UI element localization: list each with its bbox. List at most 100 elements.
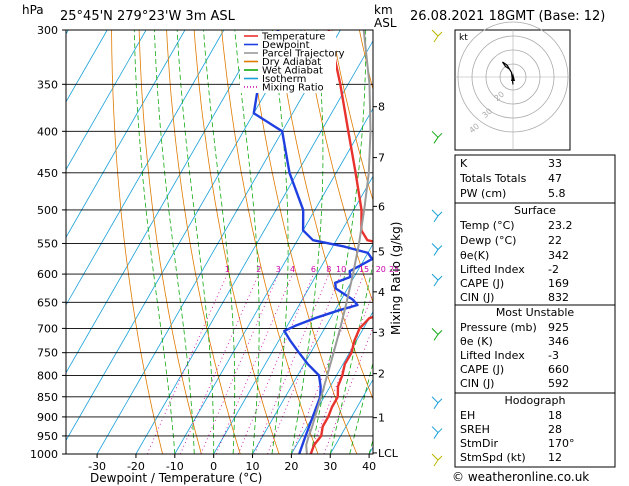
index-label: PW (cm) (460, 187, 506, 200)
hodograph-unit: kt (459, 33, 468, 43)
height-tick-label: LCL (378, 447, 399, 460)
isotherm-line (329, 378, 373, 454)
pressure-tick-label: 500 (37, 204, 58, 217)
legend-label: Dewpoint (262, 40, 310, 51)
temperature-axis: -30 -20 -10 0 10 20 30 40 (88, 454, 376, 473)
parcel-trajectory-line (305, 30, 372, 454)
index-value: 47 (548, 172, 562, 185)
index-value: 169 (548, 277, 569, 290)
temperature-tick-label: 30 (323, 460, 337, 473)
isotherm-line (66, 30, 69, 35)
temperature-tick-label: -20 (127, 460, 145, 473)
pressure-tick-label: 350 (37, 78, 58, 91)
index-label: Dewp (°C) (460, 234, 516, 247)
section-header-hodograph: Hodograph (505, 394, 566, 407)
x-axis-label: Dewpoint / Temperature (°C) (90, 471, 262, 485)
index-label: K (460, 157, 468, 170)
mixing-ratio-axis-label: Mixing Ratio (g/kg) (389, 222, 403, 335)
plot-area (0, 30, 373, 454)
mixing-ratio-label: 20 (376, 265, 386, 274)
pressure-unit-label: hPa (22, 3, 44, 17)
wet-adiabat-line (203, 30, 236, 454)
temperature-tick-label: 40 (362, 460, 376, 473)
index-label: StmSpd (kt) (460, 451, 526, 464)
isotherm-line (66, 30, 108, 103)
index-label: Lifted Index (460, 349, 525, 362)
sounding-series (252, 30, 373, 454)
height-tick-label: 8 (378, 101, 385, 114)
pressure-tick-label: 550 (37, 237, 58, 250)
legend-label: Temperature (261, 32, 325, 43)
mixing-ratio-line (215, 273, 293, 454)
isotherms (0, 30, 373, 454)
height-tick-label: 3 (378, 326, 385, 339)
pressure-tick-label: 850 (37, 391, 58, 404)
wind-barb (431, 29, 443, 43)
height-tick-label: 5 (378, 246, 385, 259)
mixing-ratio-label: 4 (290, 265, 295, 274)
wet-adiabat-line (234, 30, 260, 454)
height-tick-label: 6 (378, 200, 385, 213)
dry-adiabat-line (193, 30, 280, 454)
isotherm-line (291, 310, 373, 454)
height-tick-label: 1 (378, 412, 385, 425)
index-label: StmDir (460, 437, 499, 450)
legend-label: Parcel Trajectory (262, 49, 345, 60)
index-label: Pressure (mb) (460, 321, 537, 334)
mixing-ratio-line (179, 273, 260, 454)
pressure-tick-label: 950 (37, 430, 58, 443)
index-label: Temp (°C) (459, 219, 515, 232)
height-tick-label: 7 (378, 152, 385, 165)
isotherm-line (213, 175, 373, 454)
mixing-ratio-label: 25 (389, 265, 399, 274)
wind-barb (431, 273, 443, 287)
mixing-ratio-label: 3 (276, 265, 281, 274)
indices-panel: Surface Most Unstable Hodograph K 33 Tot… (454, 154, 616, 468)
temperature-tick-label: 10 (246, 460, 260, 473)
index-label: θe (K) (460, 335, 493, 348)
mixing-ratio-label: 1 (225, 265, 230, 274)
index-value: 12 (548, 451, 562, 464)
surface-rows: Temp (°C) 23.2 Dewp (°C) 22 θe(K) 342 Li… (459, 219, 573, 304)
isotherm-line (66, 30, 225, 306)
mixing-ratio-label: 10 (336, 265, 346, 274)
legend-label: Wet Adiabat (262, 66, 323, 77)
wind-barb (431, 328, 443, 341)
index-value: 22 (548, 234, 562, 247)
wind-barb (431, 243, 443, 256)
wind-barb (431, 130, 443, 144)
wet-adiabat-line (133, 30, 176, 454)
wet-adiabat-line (271, 30, 289, 454)
index-value: 23.2 (548, 219, 573, 232)
pressure-tick-label: 1000 (30, 448, 58, 461)
isotherm-line (0, 30, 29, 454)
dry-adiabat-line (331, 30, 373, 202)
index-value: 592 (548, 377, 569, 390)
isotherm-line (66, 30, 264, 374)
mixing-ratio-label: 6 (311, 265, 316, 274)
mixing-ratio-labels: 1 2 3 4 6 8 10 15 20 25 (225, 265, 399, 274)
pressure-axis: 300 350 400 450 500 550 600 650 700 750 800 850 900 9… (30, 24, 66, 461)
index-value: 170° (548, 437, 575, 450)
wind-barb (431, 396, 443, 410)
section-header-surface: Surface (514, 204, 556, 217)
index-value: 832 (548, 291, 569, 304)
index-label: CIN (J) (460, 291, 494, 304)
storm-motion-marker (511, 73, 515, 81)
temperature-tick-label: 0 (210, 460, 217, 473)
plot-frame (65, 29, 374, 455)
pressure-tick-label: 750 (37, 347, 58, 360)
index-value: 33 (548, 157, 562, 170)
index-label: SREH (460, 423, 490, 436)
index-value: 18 (548, 409, 562, 422)
legend-label: Isotherm (262, 74, 306, 85)
height-axis: 8 7 6 5 4 3 2 1 LCL (373, 101, 399, 460)
index-value: 342 (548, 249, 569, 262)
index-label: CIN (J) (460, 377, 494, 390)
legend-label: Dry Adiabat (262, 57, 321, 68)
pressure-tick-label: 650 (37, 296, 58, 309)
temperature-line (309, 30, 373, 454)
temperature-tick-label: -10 (166, 460, 184, 473)
isotherm-line (66, 30, 147, 171)
